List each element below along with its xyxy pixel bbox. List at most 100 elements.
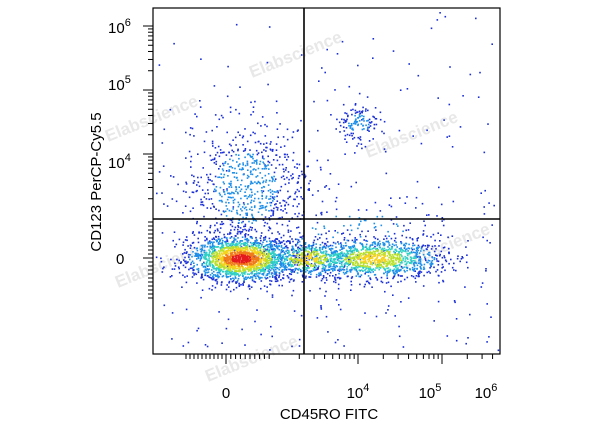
event-dot: [413, 248, 415, 250]
event-dot: [335, 246, 337, 249]
event-dot: [439, 253, 441, 256]
event-dot: [203, 246, 206, 248]
event-dot: [268, 161, 271, 164]
event-dot: [225, 275, 228, 278]
event-dot: [393, 275, 396, 277]
event-dot: [329, 254, 331, 256]
event-dot: [204, 239, 206, 242]
event-dot: [254, 260, 257, 263]
event-dot: [213, 190, 215, 193]
event-dot: [339, 249, 341, 251]
event-dot: [320, 305, 322, 307]
event-dot: [380, 251, 383, 254]
event-dot: [348, 125, 350, 127]
event-dot: [285, 258, 287, 260]
event-dot: [326, 273, 329, 275]
event-dot: [361, 243, 363, 245]
event-dot: [203, 262, 206, 265]
event-dot: [227, 65, 229, 68]
event-dot: [275, 167, 277, 169]
x-axis-tick-labels: 0 104 105 106: [222, 382, 498, 402]
event-dot: [232, 259, 235, 262]
event-dot: [406, 257, 408, 260]
event-dot: [247, 276, 250, 279]
event-dot: [406, 248, 408, 250]
event-dot: [391, 254, 394, 256]
event-dot: [230, 278, 232, 281]
event-dot: [244, 267, 247, 269]
event-dot: [336, 53, 339, 55]
event-dot: [267, 173, 270, 175]
event-dot: [189, 247, 192, 249]
event-dot: [359, 112, 361, 114]
event-dot: [238, 261, 241, 263]
event-dot: [335, 274, 337, 276]
event-dot: [317, 233, 320, 236]
event-dot: [327, 260, 329, 263]
event-dot: [204, 344, 207, 346]
event-dot: [209, 250, 211, 253]
event-dot: [288, 182, 290, 184]
event-dot: [221, 237, 223, 240]
event-dot: [237, 258, 240, 261]
event-dot: [320, 306, 322, 309]
event-dot: [213, 238, 216, 240]
event-dot: [218, 118, 221, 121]
event-dot: [244, 128, 246, 130]
event-dot: [323, 264, 325, 267]
event-dot: [227, 245, 230, 248]
event-dot: [343, 253, 345, 255]
event-dot: [292, 205, 294, 207]
event-dot: [201, 274, 203, 277]
event-dot: [323, 258, 326, 260]
event-dot: [243, 242, 245, 244]
event-dot: [316, 261, 318, 263]
event-dot: [266, 274, 269, 276]
event-dot: [211, 252, 213, 255]
event-dot: [368, 255, 371, 258]
event-dot: [321, 255, 323, 258]
event-dot: [212, 258, 214, 260]
event-dot: [225, 244, 228, 246]
event-dot: [242, 263, 245, 265]
event-dot: [261, 251, 263, 253]
event-dot: [269, 243, 271, 245]
event-dot: [250, 263, 252, 265]
event-dot: [199, 248, 202, 251]
event-dot: [276, 190, 279, 192]
event-dot: [422, 233, 425, 235]
event-dot: [270, 215, 272, 217]
event-dot: [253, 250, 256, 253]
event-dot: [350, 289, 352, 291]
event-dot: [360, 252, 363, 255]
event-dot: [377, 254, 379, 257]
event-dot: [253, 168, 255, 170]
event-dot: [235, 144, 237, 146]
event-dot: [373, 274, 376, 276]
event-dot: [432, 233, 435, 236]
event-dot: [406, 254, 409, 257]
event-dot: [298, 338, 301, 341]
event-dot: [364, 268, 367, 271]
event-dot: [232, 256, 234, 259]
event-dot: [204, 274, 206, 277]
event-dot: [254, 257, 256, 259]
event-dot: [421, 202, 424, 205]
event-dot: [264, 248, 266, 250]
event-dot: [386, 277, 389, 279]
event-dot: [371, 242, 374, 244]
event-dot: [197, 256, 200, 259]
event-dot: [293, 271, 295, 273]
event-dot: [369, 125, 372, 127]
event-dot: [211, 248, 214, 251]
event-dot: [332, 268, 334, 270]
event-dot: [435, 248, 437, 250]
event-dot: [298, 267, 300, 270]
event-dot: [387, 246, 389, 248]
watermark-text: Elabscience: [362, 107, 460, 161]
event-dot: [329, 260, 332, 263]
event-dot: [228, 143, 231, 146]
event-dot: [360, 123, 363, 125]
event-dot: [246, 267, 249, 269]
event-dot: [193, 246, 196, 249]
